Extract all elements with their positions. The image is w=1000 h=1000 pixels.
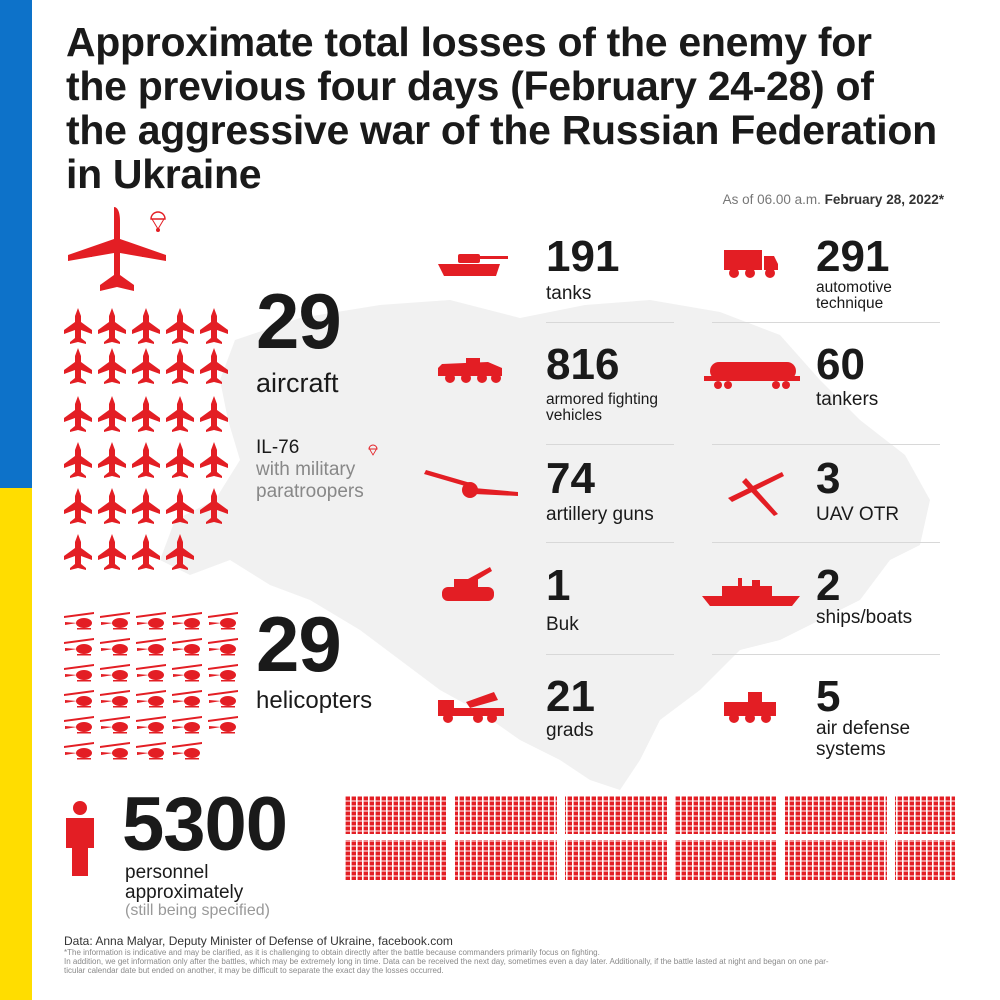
separator bbox=[546, 654, 674, 655]
flag-blue-stripe bbox=[0, 0, 32, 488]
air-defense-label: air defense systems bbox=[816, 718, 911, 760]
person-icon bbox=[345, 796, 955, 880]
person-icon bbox=[66, 801, 94, 876]
as-of-prefix: As of 06.00 a.m. bbox=[722, 192, 821, 207]
air-defense-count: 5 bbox=[816, 672, 841, 721]
aircraft-label: aircraft bbox=[256, 368, 339, 398]
fighter-jet-icon bbox=[64, 308, 228, 570]
buk-count: 1 bbox=[546, 561, 571, 610]
separator bbox=[546, 322, 674, 323]
truck-icon bbox=[724, 250, 778, 278]
air-defense-icon bbox=[724, 692, 776, 723]
il76-line3: paratroopers bbox=[256, 481, 364, 502]
il76-line2: with military bbox=[256, 459, 356, 480]
flag-yellow-stripe bbox=[0, 488, 32, 1000]
automotive-label: automotive technique bbox=[816, 279, 892, 312]
tanks-count: 191 bbox=[546, 232, 620, 281]
separator bbox=[712, 542, 940, 543]
as-of-date-value: February 28, 2022* bbox=[824, 192, 944, 207]
personnel-approx-label: approximately bbox=[125, 882, 244, 903]
personnel-count: 5300 bbox=[122, 782, 288, 867]
afv-count: 816 bbox=[546, 340, 620, 389]
footnote-1: *The information is indicative and may b… bbox=[64, 948, 600, 957]
footer: Data: Anna Malyar, Deputy Minister of De… bbox=[64, 934, 964, 975]
buk-label: Buk bbox=[546, 614, 579, 635]
separator bbox=[712, 444, 940, 445]
drone-icon bbox=[728, 472, 784, 516]
artillery-count: 74 bbox=[546, 454, 595, 503]
footnote-3: ticular calendar date but ended on anoth… bbox=[64, 966, 444, 975]
tanks-label: tanks bbox=[546, 283, 592, 304]
small-parachute-icon bbox=[368, 444, 378, 456]
il76-line1: IL-76 bbox=[256, 437, 300, 458]
fuel-tanker-icon bbox=[704, 362, 800, 389]
personnel-icon-grid bbox=[345, 796, 955, 880]
separator bbox=[546, 444, 674, 445]
separator bbox=[712, 654, 940, 655]
transport-plane-icon bbox=[68, 207, 166, 291]
data-source: Data: Anna Malyar, Deputy Minister of De… bbox=[64, 934, 453, 948]
footnote-2: In addition, we get information only aft… bbox=[64, 957, 829, 966]
tank-icon bbox=[438, 254, 508, 276]
personnel-note: (still being specified) bbox=[125, 902, 270, 919]
parachute-icon bbox=[150, 211, 166, 232]
ships-count: 2 bbox=[816, 561, 841, 610]
tankers-count: 60 bbox=[816, 340, 865, 389]
artillery-icon bbox=[424, 470, 518, 498]
artillery-label: artillery guns bbox=[546, 504, 654, 525]
helicopter-icon-grid bbox=[64, 612, 238, 760]
as-of-date: As of 06.00 a.m. February 28, 2022* bbox=[723, 192, 944, 207]
separator bbox=[546, 542, 674, 543]
helicopter-icon bbox=[64, 612, 238, 760]
afv-label: armored fighting vehicles bbox=[546, 391, 659, 424]
mlrs-icon bbox=[438, 692, 504, 723]
separator bbox=[712, 322, 940, 323]
tankers-label: tankers bbox=[816, 389, 879, 410]
uav-label: UAV OTR bbox=[816, 504, 900, 525]
apc-icon bbox=[438, 358, 502, 383]
grads-count: 21 bbox=[546, 672, 595, 721]
buk-icon bbox=[442, 567, 494, 601]
ships-label: ships/boats bbox=[816, 607, 913, 628]
page-title: Approximate total losses of the enemy fo… bbox=[66, 19, 937, 197]
helicopters-count: 29 bbox=[256, 600, 342, 688]
automotive-count: 291 bbox=[816, 232, 890, 281]
helicopters-label: helicopters bbox=[256, 687, 373, 714]
il76-note: IL-76 with military paratroopers bbox=[256, 437, 364, 503]
grads-label: grads bbox=[546, 720, 594, 741]
aircraft-count: 29 bbox=[256, 277, 342, 365]
aircraft-icon-grid bbox=[64, 308, 228, 570]
personnel-label: personnel bbox=[125, 862, 209, 883]
uav-count: 3 bbox=[816, 454, 841, 503]
ship-icon bbox=[702, 578, 800, 606]
